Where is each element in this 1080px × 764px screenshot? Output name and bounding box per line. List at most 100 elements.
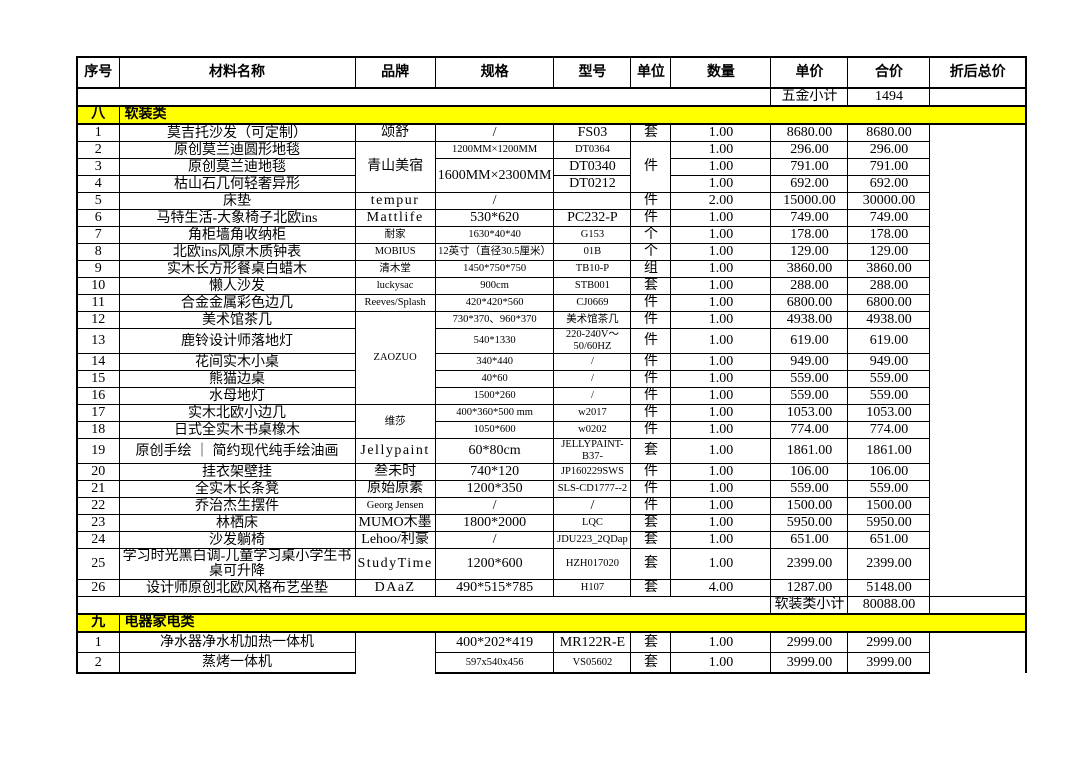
cell-total-price: 3860.00 <box>847 260 931 278</box>
item-row: 7 角柜墙角收纳柜 耐家 1630*40*40 G153 个 1.00 178.00 178.0… <box>76 226 1026 244</box>
cell-qty: 1.00 <box>670 226 772 244</box>
cell-qty: 1.00 <box>670 260 772 278</box>
cell-name: 挂衣架壁挂 <box>118 463 356 481</box>
cell-no: 23 <box>76 514 120 532</box>
cell-unit-price: 1500.00 <box>770 497 849 515</box>
cell-model: H107 <box>553 579 632 597</box>
header-cell-spec: 规格 <box>434 56 555 89</box>
cell-unit: 个 <box>630 243 672 261</box>
cell-spec: 1200*350 <box>434 480 555 498</box>
cell-no: 11 <box>76 294 120 312</box>
cell-model: DT0212 <box>553 175 632 193</box>
cell-qty: 1.00 <box>670 175 772 193</box>
cell-total-price: 651.00 <box>847 531 931 549</box>
cell-model: LQC <box>553 514 632 532</box>
section-subtotal-row: 软装类小计 80088.00 <box>76 596 1027 615</box>
cell-unit-price: 559.00 <box>770 387 849 405</box>
cell-no: 7 <box>76 226 120 244</box>
cell-unit-price: 3999.00 <box>770 652 849 674</box>
cell-unit: 件 <box>630 387 672 405</box>
cell-unit: 套 <box>630 579 672 597</box>
cell-spec: / <box>434 497 555 515</box>
cell-unit: 组 <box>630 260 672 278</box>
cell-spec: 40*60 <box>434 370 555 388</box>
cell-spec: 340*440 <box>434 353 555 371</box>
cell-unit-price: 559.00 <box>770 370 849 388</box>
subtotal-value: 1494 <box>847 87 931 107</box>
item-row: 18 日式全实木书桌橡木 1050*600 w0202 件 1.00 774.00 774.0… <box>76 421 1026 439</box>
cell-total-price: 1500.00 <box>847 497 931 515</box>
cell-name: 原创莫兰迪圆形地毯 <box>118 141 356 159</box>
cell-unit-price: 178.00 <box>770 226 849 244</box>
cell-total-price: 559.00 <box>847 370 931 388</box>
cell-qty: 1.00 <box>670 353 772 371</box>
cell-unit: 件 <box>630 370 672 388</box>
cell-unit-price: 619.00 <box>770 328 849 354</box>
cell-unit-price: 1053.00 <box>770 404 849 422</box>
cell-brand: ZAOZUO <box>354 311 436 405</box>
cell-total-price: 559.00 <box>847 387 931 405</box>
cell-qty: 1.00 <box>670 311 772 329</box>
cell-brand: MUMO木墨 <box>354 514 436 532</box>
cell-name: 懒人沙发 <box>118 277 356 295</box>
cell-unit-price: 692.00 <box>770 175 849 193</box>
cell-unit: 件 <box>630 497 672 515</box>
cell-model: / <box>553 387 632 405</box>
cell-unit-price: 559.00 <box>770 480 849 498</box>
cell-brand: 清木堂 <box>354 260 436 278</box>
cell-name: 鹿铃设计师落地灯 <box>118 328 356 354</box>
cell-spec: / <box>434 123 555 142</box>
item-row: 12 美术馆茶几 ZAOZUO 730*370、960*370 美术馆茶几件 1.00 49… <box>76 311 1026 405</box>
cell-qty: 1.00 <box>670 497 772 515</box>
cell-total-price: 296.00 <box>847 141 931 159</box>
cell-model: JELLYPAINT-B37- <box>553 438 632 464</box>
cell-unit: 个 <box>630 226 672 244</box>
cell-unit-price: 774.00 <box>770 421 849 439</box>
cell-unit-price: 651.00 <box>770 531 849 549</box>
cell-qty: 1.00 <box>670 123 772 142</box>
cell-total-price: 129.00 <box>847 243 931 261</box>
cell-model: DT0364 <box>553 141 632 159</box>
item-row: 23 林栖床 MUMO木墨 1800*2000 LQC 套 1.00 5950.00 5950.… <box>76 514 1026 532</box>
cell-no: 16 <box>76 387 120 405</box>
cell-unit: 件 <box>630 192 672 210</box>
cell-qty: 1.00 <box>670 480 772 498</box>
subtotal-value: 80088.00 <box>847 596 931 615</box>
cell-brand: luckysac <box>354 277 436 295</box>
cell-no: 9 <box>76 260 120 278</box>
cell-spec: 597x540x456 <box>434 652 555 674</box>
cell-spec: 12英寸（直径30.5厘米） <box>434 243 555 261</box>
cell-no: 20 <box>76 463 120 481</box>
item-row: 26 设计师原创北欧风格布艺坐垫 DAaZ 490*515*785 H107 套 4.00 1… <box>76 579 1026 597</box>
header-row: 序号 材料名称 品牌 规格 型号 单位 数量 单价 合价 折后总价 <box>76 56 1027 89</box>
cell-model: G153 <box>553 226 632 244</box>
cell-model: CJ0669 <box>553 294 632 312</box>
cell-total-price: 1861.00 <box>847 438 931 464</box>
cell-brand: tempur <box>354 192 436 210</box>
cell-no: 19 <box>76 438 120 464</box>
cell-qty: 1.00 <box>670 531 772 549</box>
cell-unit-price: 949.00 <box>770 353 849 371</box>
cell-unit-price: 288.00 <box>770 277 849 295</box>
cell-brand: 耐家 <box>354 226 436 244</box>
section-index: 九 <box>76 613 120 633</box>
cell-total-price: 6800.00 <box>847 294 931 312</box>
cell-unit-price: 4938.00 <box>770 311 849 329</box>
cell-name: 学习时光黑白调-儿童学习桌小学生书桌可升降 <box>118 548 356 580</box>
cell-no: 2 <box>76 652 120 674</box>
cell-brand: DAaZ <box>354 579 436 597</box>
cell-name: 林栖床 <box>118 514 356 532</box>
item-row: 3 原创莫兰迪地毯 1600MM×2300MM DT0340 1.00 791.00 791… <box>76 158 1026 193</box>
cell-qty: 1.00 <box>670 548 772 580</box>
cell-brand: Lehoo/利豪 <box>354 531 436 549</box>
cell-model: w2017 <box>553 404 632 422</box>
cell-unit: 套 <box>630 531 672 549</box>
cell-no: 22 <box>76 497 120 515</box>
cell-spec: 730*370、960*370 <box>434 311 555 329</box>
cell-brand <box>354 631 436 673</box>
item-row: 5 床垫 tempur / 件 2.00 15000.00 30000.00 <box>76 192 1026 210</box>
cell-qty: 1.00 <box>670 463 772 481</box>
cell-unit: 件 <box>630 141 672 193</box>
cell-brand: StudyTime <box>354 548 436 580</box>
cell-no: 1 <box>76 631 120 653</box>
